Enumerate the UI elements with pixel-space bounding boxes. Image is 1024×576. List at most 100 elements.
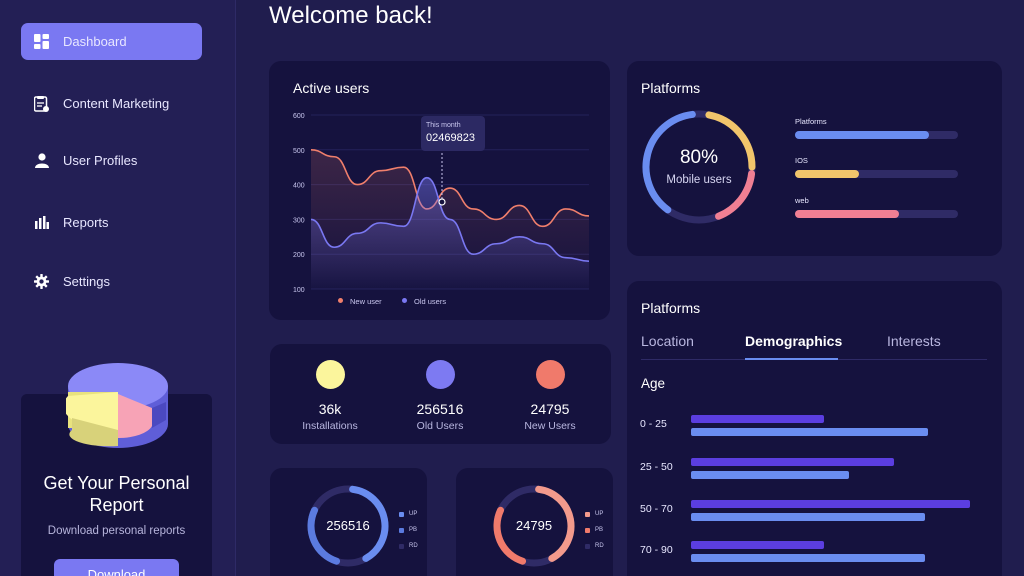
stat-label: New Users xyxy=(524,420,576,432)
donut-segment xyxy=(349,485,389,562)
platform-bar-fill xyxy=(795,131,929,139)
legend-label: PB xyxy=(595,527,604,533)
gear-icon xyxy=(33,273,50,290)
stat-item: 256516 Old Users xyxy=(385,360,495,432)
legend-dot-new-user xyxy=(338,298,343,303)
age-bar-primary xyxy=(691,458,895,466)
report-subtitle: Download personal reports xyxy=(47,525,186,537)
age-bar-primary xyxy=(691,541,824,549)
sidebar-item-settings[interactable]: Settings xyxy=(21,263,202,300)
donut-segment xyxy=(307,506,341,565)
donut-segment xyxy=(493,506,527,565)
series-line xyxy=(310,176,590,262)
sidebar-item-label: Dashboard xyxy=(63,34,127,49)
series-area xyxy=(311,177,589,289)
donut-segment xyxy=(705,111,756,171)
legend-label: PB xyxy=(409,527,418,533)
donut-value: 80% xyxy=(679,147,719,168)
age-row-label: 70 - 90 xyxy=(640,544,673,556)
active-users-chart: 600 500 400 300 200 100 xyxy=(293,113,590,294)
age-bar-secondary xyxy=(691,513,926,521)
user-icon xyxy=(33,152,50,169)
donut-label: Mobile users xyxy=(666,174,732,186)
sidebar-item-user-profiles[interactable]: User Profiles xyxy=(21,142,202,179)
stats-card: 36k Installations 256516 Old Users 24795 New … xyxy=(270,344,611,444)
legend-swatch xyxy=(399,544,404,549)
new-users-donut-card: 24795 UP PB RD xyxy=(456,468,613,576)
sidebar-item-label: Settings xyxy=(63,274,110,289)
chart-tooltip: This month 02469823 xyxy=(421,116,485,151)
stat-dot xyxy=(425,360,455,389)
tab-location[interactable]: Location xyxy=(641,333,694,349)
platform-bar-fill xyxy=(795,210,900,218)
platform-bar-label: Platforms xyxy=(795,117,827,126)
legend-swatch xyxy=(585,528,590,533)
donut-segment xyxy=(715,170,756,220)
dashboard-icon xyxy=(33,33,50,50)
y-tick-label: 100 xyxy=(293,287,305,294)
sidebar: Dashboard Content Marketing User Profile… xyxy=(0,0,236,576)
legend-swatch xyxy=(399,512,404,517)
legend-label: UP xyxy=(409,511,418,517)
tooltip-point xyxy=(438,198,446,206)
stat-dot xyxy=(315,360,345,389)
y-tick-label: 600 xyxy=(293,113,305,120)
legend-label: RD xyxy=(595,543,604,549)
series-line xyxy=(310,149,590,228)
age-bar-secondary xyxy=(691,471,849,479)
platform-bar-label: web xyxy=(795,196,809,205)
download-button[interactable]: Download xyxy=(54,559,179,576)
y-tick-label: 200 xyxy=(293,252,305,259)
sidebar-item-reports[interactable]: Reports xyxy=(21,204,202,241)
legend-swatch xyxy=(399,528,404,533)
platform-bar-fill xyxy=(795,170,859,178)
legend-dot-old-users xyxy=(402,298,407,303)
age-row-label: 25 - 50 xyxy=(640,461,673,473)
legend-label: New user xyxy=(350,297,382,306)
stat-label: Old Users xyxy=(416,420,464,432)
sidebar-item-dashboard[interactable]: Dashboard xyxy=(21,23,202,60)
card-title: Platforms xyxy=(641,300,701,316)
age-bar-secondary xyxy=(691,554,926,562)
clipboard-icon xyxy=(33,95,50,112)
platform-bar-label: IOS xyxy=(795,156,808,165)
stat-value: 256516 xyxy=(416,401,464,417)
tooltip-label: This month xyxy=(426,122,461,129)
sidebar-item-content-marketing[interactable]: Content Marketing xyxy=(21,85,202,122)
stat-item: 36k Installations xyxy=(275,360,385,432)
sidebar-item-label: Content Marketing xyxy=(63,96,170,111)
tooltip-value: 02469823 xyxy=(426,132,475,144)
legend-swatch xyxy=(585,512,590,517)
tab-interests[interactable]: Interests xyxy=(887,333,941,349)
mobile-users-donut xyxy=(642,110,756,224)
pie-chart-illustration xyxy=(66,363,168,448)
stat-value: 36k xyxy=(318,401,342,417)
legend-label: UP xyxy=(595,511,604,517)
legend-label: Old users xyxy=(414,297,447,306)
bar-chart-icon xyxy=(33,214,50,231)
platform-bar-track xyxy=(795,170,958,178)
y-tick-label: 300 xyxy=(293,217,305,224)
section-title: Age xyxy=(641,376,666,391)
platforms-card: Platforms 80% Mobile users Platforms IOS w… xyxy=(627,61,1002,256)
age-row-label: 0 - 25 xyxy=(640,418,667,430)
donut-segment xyxy=(535,485,575,562)
age-bar-primary xyxy=(691,500,971,508)
old-users-donut xyxy=(307,485,389,567)
card-title: Active users xyxy=(293,80,370,96)
page-title: Welcome back! xyxy=(269,2,433,29)
old-users-donut-card: 256516 UP PB RD xyxy=(270,468,427,576)
stat-dot xyxy=(535,360,565,389)
new-users-donut xyxy=(493,485,575,567)
age-bar-primary xyxy=(691,415,824,423)
report-title: Get Your Personal Report xyxy=(43,473,190,515)
donut-value: 256516 xyxy=(326,518,370,533)
active-tab-indicator xyxy=(745,358,838,360)
donut-segment xyxy=(642,110,696,214)
card-title: Platforms xyxy=(641,80,701,96)
sidebar-item-label: User Profiles xyxy=(63,153,138,168)
y-tick-label: 500 xyxy=(293,148,305,155)
legend-label: RD xyxy=(409,543,418,549)
stat-value: 24795 xyxy=(530,401,570,417)
tab-demographics[interactable]: Demographics xyxy=(745,333,843,349)
